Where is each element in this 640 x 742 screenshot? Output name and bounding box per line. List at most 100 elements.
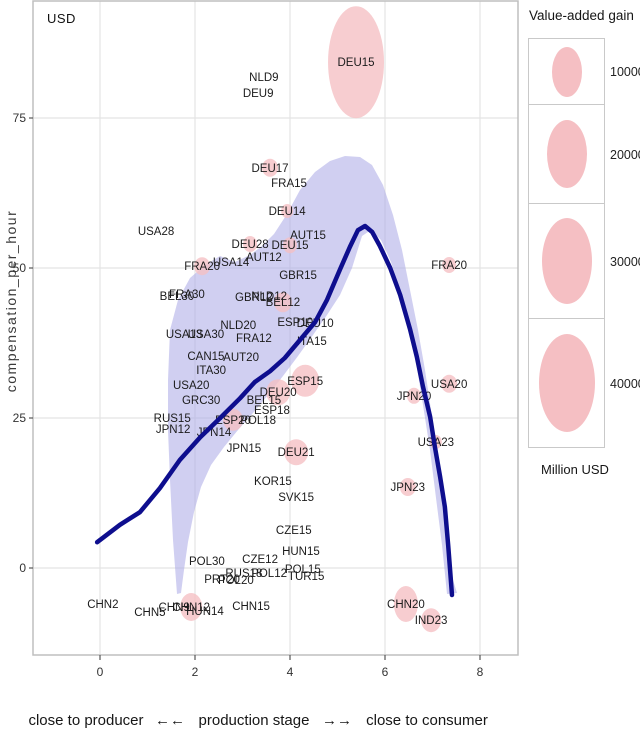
point-label: BEL12 xyxy=(266,297,301,309)
legend-bubble-icon xyxy=(551,46,582,97)
legend-key-box xyxy=(528,38,605,105)
point-label: DEU15 xyxy=(271,240,308,252)
legend-bubble-icon xyxy=(541,218,592,304)
legend-unit-label: Million USD xyxy=(541,462,609,477)
point-label: POL12 xyxy=(251,568,287,580)
legend-item: 30000 xyxy=(528,203,640,319)
point-label: FRA30 xyxy=(169,289,205,301)
point-label: DEU20 xyxy=(260,387,297,399)
point-label: FRA12 xyxy=(236,333,272,345)
point-label: IND23 xyxy=(415,615,448,627)
y-axis-tick-label: 0 xyxy=(19,561,26,575)
point-label: DEU21 xyxy=(278,447,315,459)
point-label: NLD12 xyxy=(251,291,287,303)
confidence-band xyxy=(168,156,457,594)
trend-curve xyxy=(94,223,455,598)
y-axis-tick-label: 25 xyxy=(13,411,27,425)
point-label: CHN5 xyxy=(134,607,165,619)
legend-item: 40000 xyxy=(528,318,640,448)
point-label: DEU17 xyxy=(252,163,289,175)
value-bubble xyxy=(441,374,458,393)
point-label: HUN15 xyxy=(282,546,320,558)
point-label: USA30 xyxy=(188,329,224,341)
caption-production-stage: production stage xyxy=(198,712,310,729)
point-label: CZE15 xyxy=(276,525,312,537)
right-arrows-icon: →→ xyxy=(322,712,352,729)
point-label: DEU9 xyxy=(243,88,274,100)
value-bubble xyxy=(262,158,279,177)
point-label: DEU14 xyxy=(269,206,307,218)
point-label: CHN2 xyxy=(87,599,118,611)
legend-key-box xyxy=(528,203,605,319)
point-label: RUS18 xyxy=(225,568,262,580)
point-label: CHN12 xyxy=(172,602,210,614)
value-bubble xyxy=(442,257,457,273)
legend-value-label: 40000 xyxy=(610,376,640,391)
size-legend: Value-added gain 10000 20000 30000 40000 Mi… xyxy=(528,8,640,477)
point-label: CHN9 xyxy=(158,602,189,614)
point-label: KOR15 xyxy=(254,476,292,488)
legend-key-box xyxy=(528,318,605,448)
value-bubble xyxy=(266,379,291,406)
caption-close-to-producer: close to producer xyxy=(28,712,144,729)
value-bubble xyxy=(223,408,243,431)
value-bubble xyxy=(393,586,418,622)
value-bubble xyxy=(328,6,385,119)
point-label: ESP10 xyxy=(277,317,313,329)
point-label: ESP18 xyxy=(254,405,290,417)
left-arrows-icon: ←← xyxy=(155,712,185,729)
value-bubble xyxy=(421,608,442,633)
point-label: USA20 xyxy=(173,380,209,392)
point-label: FRA20 xyxy=(184,261,220,273)
value-bubble xyxy=(283,237,297,254)
point-label: JPN12 xyxy=(156,424,191,436)
point-label: ESP20 xyxy=(215,415,251,427)
point-label: CHN20 xyxy=(387,599,425,611)
point-label: USA28 xyxy=(138,226,174,238)
legend-key-box xyxy=(528,104,605,204)
panel-border xyxy=(32,0,519,656)
point-label: CZE12 xyxy=(242,554,278,566)
point-label: GBR12 xyxy=(235,292,273,304)
y-axis-tick-label: 50 xyxy=(13,261,27,275)
value-bubble xyxy=(273,292,292,313)
point-label: NLD20 xyxy=(220,320,256,332)
legend-value-label: 10000 xyxy=(610,65,640,79)
currency-annotation: USD xyxy=(47,11,76,26)
point-label: AUT20 xyxy=(223,352,259,364)
y-axis-title: compensation_per_hour xyxy=(3,209,19,393)
point-label: TUR15 xyxy=(288,571,324,583)
x-axis-tick-label: 4 xyxy=(287,665,294,679)
legend-item: 10000 xyxy=(528,38,640,105)
x-axis-tick-label: 8 xyxy=(477,665,484,679)
value-bubble xyxy=(291,364,320,397)
point-label: POL18 xyxy=(240,415,276,427)
point-label: PRT20 xyxy=(204,574,240,586)
legend-value-label: 30000 xyxy=(610,254,640,269)
legend-bubble-icon xyxy=(546,120,587,188)
x-axis-caption-row: close to producer ←← production stage →→… xyxy=(0,712,518,738)
point-label: ITA30 xyxy=(196,365,226,377)
point-label: USA13 xyxy=(166,329,202,341)
point-label: SVK15 xyxy=(278,492,314,504)
value-bubble xyxy=(281,204,294,218)
legend-value-label: 20000 xyxy=(610,147,640,162)
value-bubble xyxy=(406,387,421,404)
legend-title: Value-added gain xyxy=(529,8,634,23)
point-label: POL20 xyxy=(218,575,254,587)
point-label: POL15 xyxy=(285,564,321,576)
value-bubble xyxy=(243,236,258,252)
y-axis-tick-label: 75 xyxy=(13,111,27,125)
point-label: USA20 xyxy=(431,379,467,391)
point-label: HUN14 xyxy=(186,606,224,618)
point-label: USA14 xyxy=(213,257,250,269)
point-label: FRA15 xyxy=(271,178,307,190)
value-bubble xyxy=(180,593,203,621)
point-label: DEU28 xyxy=(232,239,269,251)
point-label: FRA20 xyxy=(431,260,467,272)
point-label: AUT12 xyxy=(246,252,282,264)
point-label: ITA15 xyxy=(297,336,327,348)
point-label: JPN23 xyxy=(391,482,426,494)
legend-rows: 10000 20000 30000 40000 xyxy=(528,38,640,448)
